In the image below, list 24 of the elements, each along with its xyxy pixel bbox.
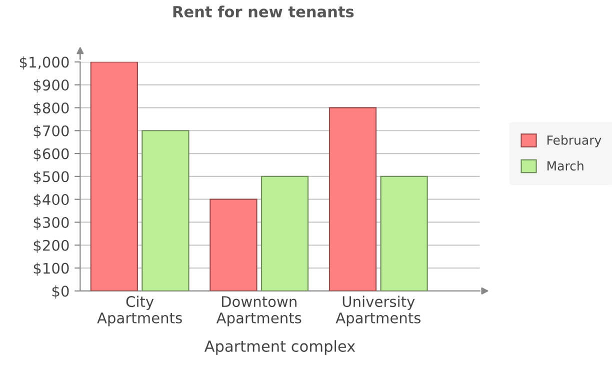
chart-title: Rent for new tenants [173, 6, 354, 18]
y-tick-label: $700 [34, 125, 69, 138]
y-tick-label: $300 [34, 216, 69, 230]
y-tick-label: $200 [34, 240, 69, 253]
y-tick-label: $500 [34, 170, 69, 184]
bar [328, 107, 377, 291]
x-tick-label: Downtown Apartments [216, 296, 302, 326]
bar [90, 62, 138, 291]
x-tick-label: City Apartments [97, 296, 182, 326]
y-tick-label: $0 [52, 285, 69, 299]
y-tick-label: $100 [34, 262, 69, 276]
legend-label: March [548, 160, 584, 171]
legend-label: February [548, 135, 602, 148]
y-tick-label: $1,000 [20, 56, 69, 70]
y-tick-label: $900 [34, 79, 69, 93]
y-tick-label: $600 [34, 148, 69, 162]
bar [380, 176, 428, 291]
y-tick-label: $800 [34, 102, 69, 116]
x-axis-title: Apartment complex [204, 340, 356, 355]
y-tick-label: $400 [34, 194, 69, 208]
bar [142, 130, 190, 291]
bar [260, 176, 309, 291]
bar [210, 198, 258, 291]
x-tick-label: University Apartments [336, 296, 421, 326]
